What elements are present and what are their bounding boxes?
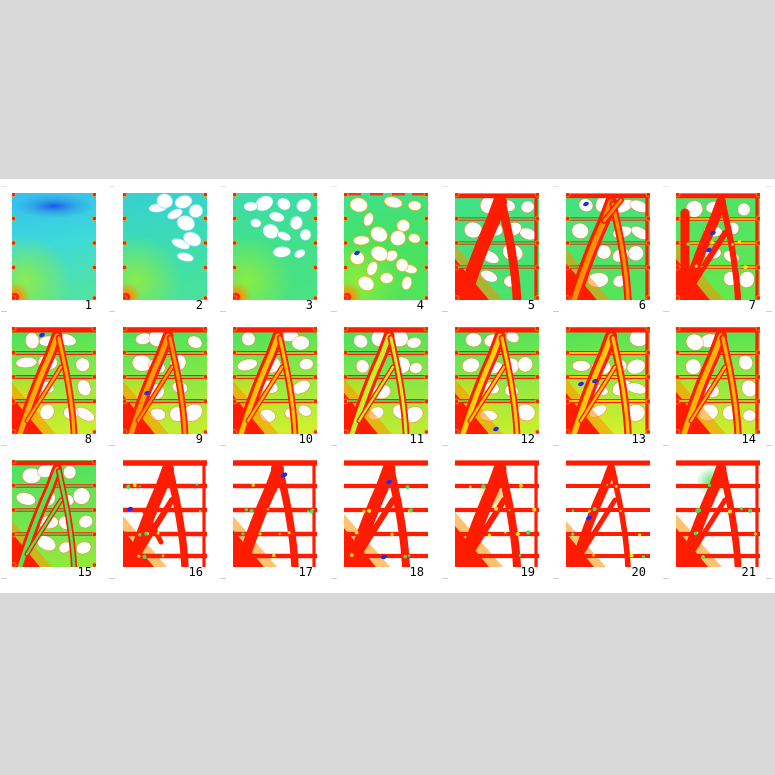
panel-number: 12 [520,432,535,446]
panel-number: 14 [741,432,756,446]
contour-plot-image [455,460,539,567]
contour-plot-image [676,193,760,300]
contour-plot-image [455,327,539,434]
grid-tick-mark [220,311,226,312]
grid-tick-mark [766,578,772,579]
grid-tick-mark [766,186,772,187]
contour-plot-image [566,193,650,300]
grid-tick-mark [220,578,226,579]
contour-plot-image [676,327,760,434]
grid-tick-mark [442,186,448,187]
contour-plot-image [123,327,207,434]
panel-number: 13 [631,432,646,446]
result-panel-3: 3 [233,193,317,311]
grid-tick-mark [1,186,7,187]
contour-plot-image [233,460,317,567]
result-panel-16: 16 [123,460,207,578]
grid-tick-mark [663,311,669,312]
grid-tick-mark [331,578,337,579]
result-panel-19: 19 [455,460,539,578]
result-panel-13: 13 [566,327,650,445]
contour-plot-image [12,327,96,434]
grid-tick-mark [109,578,115,579]
contour-plot-image [123,193,207,300]
result-panel-4: 4 [344,193,428,311]
panel-number: 2 [195,298,203,312]
result-panel-18: 18 [344,460,428,578]
grid-tick-mark [442,578,448,579]
contour-plot-image [566,460,650,567]
panel-number: 6 [638,298,646,312]
grid-tick-mark [109,186,115,187]
panel-number: 17 [298,565,313,579]
result-panel-11: 11 [344,327,428,445]
result-panel-14: 14 [676,327,760,445]
grid-tick-mark [1,578,7,579]
contour-plot-image [344,193,428,300]
result-panel-7: 7 [676,193,760,311]
contour-plot-image [676,460,760,567]
result-panel-5: 5 [455,193,539,311]
grid-tick-mark [1,445,7,446]
bottom-gray-band [0,593,775,775]
result-panel-17: 17 [233,460,317,578]
panel-number: 16 [188,565,203,579]
result-panel-1: 1 [12,193,96,311]
panel-number: 9 [195,432,203,446]
grid-tick-mark [109,445,115,446]
result-panel-21: 21 [676,460,760,578]
grid-tick-mark [220,186,226,187]
result-panel-20: 20 [566,460,650,578]
panel-number: 7 [748,298,756,312]
grid-tick-mark [663,186,669,187]
result-panel-2: 2 [123,193,207,311]
grid-tick-mark [331,311,337,312]
contour-plot-image [566,327,650,434]
panel-number: 1 [84,298,92,312]
grid-tick-mark [553,186,559,187]
contour-plot-image [344,327,428,434]
grid-tick-mark [663,445,669,446]
panel-number: 8 [84,432,92,446]
result-panel-15: 15 [12,460,96,578]
grid-tick-mark [109,311,115,312]
panel-number: 4 [416,298,424,312]
panel-number: 15 [77,565,92,579]
panel-number: 5 [527,298,535,312]
grid-tick-mark [553,445,559,446]
panel-number: 3 [305,298,313,312]
grid-tick-mark [553,311,559,312]
grid-tick-mark [331,445,337,446]
panel-number: 10 [298,432,313,446]
panel-number: 20 [631,565,646,579]
grid-tick-mark [331,186,337,187]
grid-tick-mark [766,445,772,446]
contour-plot-image [233,193,317,300]
grid-tick-mark [1,311,7,312]
grid-tick-mark [663,578,669,579]
result-panel-8: 8 [12,327,96,445]
result-panel-9: 9 [123,327,207,445]
result-panel-12: 12 [455,327,539,445]
grid-tick-mark [442,445,448,446]
panel-number: 19 [520,565,535,579]
contour-plot-image [455,193,539,300]
contour-plot-image [233,327,317,434]
result-panel-10: 10 [233,327,317,445]
panel-number: 18 [409,565,424,579]
panel-number: 21 [741,565,756,579]
grid-tick-mark [766,311,772,312]
contour-plot-image [123,460,207,567]
result-panel-6: 6 [566,193,650,311]
contour-plot-image [344,460,428,567]
top-gray-band [0,0,775,179]
contour-plot-image [12,193,96,300]
contour-plot-image [12,460,96,567]
grid-tick-mark [553,578,559,579]
grid-tick-mark [442,311,448,312]
grid-tick-mark [220,445,226,446]
panel-number: 11 [409,432,424,446]
